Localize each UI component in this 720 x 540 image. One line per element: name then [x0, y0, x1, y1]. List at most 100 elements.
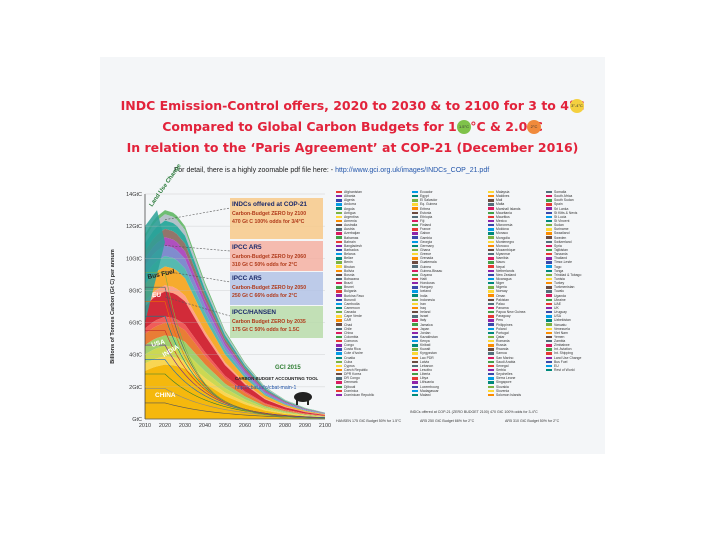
legend-label: Grenada	[420, 256, 434, 261]
legend-item: Gabon	[412, 231, 442, 235]
legend-item: DPR Korea	[336, 372, 374, 376]
legend-item: Mauritius	[488, 215, 525, 219]
legend-item: Egypt	[412, 194, 442, 198]
legend-label: Spain	[554, 202, 563, 207]
legend-label: Namibia	[496, 256, 509, 261]
legend-swatch	[336, 207, 342, 210]
legend-label: Tunisia	[554, 276, 565, 281]
legend-label: Australia	[344, 223, 358, 228]
legend-label: Saudi Arabia	[496, 359, 516, 364]
legend-label: Viet Nam	[554, 330, 568, 335]
legend-item: Armenia	[336, 219, 374, 223]
legend-item: Cote d'Ivoire	[336, 351, 374, 355]
legend-label: Cyprus	[344, 363, 355, 368]
legend-item: Malaysia	[488, 190, 525, 194]
legend-swatch	[546, 203, 552, 206]
legend-swatch	[488, 195, 494, 198]
legend-swatch	[488, 344, 494, 347]
budget-box-line2: 175 Gt C 50% odds for 1.5C	[232, 327, 300, 333]
title-line-1: INDC Emission-Control offers, 2020 to 20…	[120, 98, 585, 113]
legend-label: India	[420, 293, 428, 298]
legend-swatch	[488, 282, 494, 285]
detail-link[interactable]: http://www.gci.org.uk/images/INDCs_COP_2…	[335, 167, 490, 174]
legend-label: Croatia	[344, 355, 355, 360]
legend-swatch	[546, 248, 552, 252]
legend-swatch	[336, 277, 342, 281]
legend-swatch	[488, 253, 494, 256]
legend-label: Malta	[496, 202, 505, 207]
legend-label: Georgia	[420, 239, 433, 244]
legend-label: Fiji	[420, 218, 425, 223]
legend-label: Micronesia	[496, 223, 513, 228]
legend-item: Haiti	[412, 277, 442, 281]
legend-item: Zambia	[546, 339, 581, 343]
budget-box-line2: 250 Gt C 66% odds for 2°C	[232, 293, 297, 299]
legend-swatch	[488, 261, 494, 264]
legend-item: El Salvador	[412, 198, 442, 202]
legend-label: Czech Republic	[344, 368, 368, 373]
legend-label: Kiribati	[420, 343, 431, 348]
legend-swatch	[336, 215, 342, 219]
legend-label: Ukraine	[554, 297, 566, 302]
legend-label: Peru	[496, 318, 504, 323]
legend-swatch	[336, 302, 342, 306]
legend-item: UK	[546, 306, 581, 310]
legend-label: Bolivia	[344, 268, 354, 273]
legend-swatch	[412, 277, 418, 281]
legend-swatch	[412, 393, 418, 397]
legend-label: Poland	[496, 326, 507, 331]
series-label: USA	[151, 339, 166, 349]
legend-label: Swaziland	[554, 231, 570, 236]
legend-swatch	[412, 261, 418, 264]
legend-swatch	[412, 360, 418, 364]
budget-box	[230, 272, 323, 305]
legend-swatch	[412, 356, 418, 359]
legend-swatch	[488, 240, 494, 243]
legend-label: Vanuatu	[554, 322, 567, 327]
legend-swatch	[546, 269, 552, 272]
legend-swatch	[412, 219, 418, 223]
legend-swatch	[546, 290, 552, 293]
legend-label: Cameroon	[344, 305, 360, 310]
legend-label: Int. Aviation	[554, 347, 572, 352]
legend-item: Azerbaijan	[336, 231, 374, 235]
legend-item: Pakistan	[488, 298, 525, 302]
legend-item: Eritrea	[412, 207, 442, 211]
y-tick-label: 6GtC	[129, 321, 142, 327]
legend-item: South Sudan	[546, 198, 581, 202]
legend-swatch	[546, 207, 552, 210]
legend-label: Estonia	[420, 210, 432, 215]
legend-item: Cambodia	[336, 302, 374, 306]
x-tick-label: 2030	[179, 423, 191, 429]
legend-label: El Salvador	[420, 198, 438, 203]
legend-label: Solomon Islands	[496, 392, 522, 397]
legend-swatch	[412, 368, 418, 372]
legend-item: Kyrgyzstan	[412, 351, 442, 355]
legend-item: Comoros	[336, 339, 374, 343]
legend-swatch	[336, 269, 342, 272]
legend-item: Lao PDR	[412, 356, 442, 360]
legend-item: Djibouti	[336, 385, 374, 389]
legend-swatch	[488, 377, 494, 380]
legend-swatch	[412, 364, 418, 368]
legend-swatch	[336, 364, 342, 368]
legend-item: Paraguay	[488, 314, 525, 318]
legend-label: Afghanistan	[344, 190, 362, 194]
legend-label: Bosnia	[344, 272, 355, 277]
legend-label: Rwanda	[496, 347, 509, 352]
legend-footer-3: AR5 310 GtC Budget 50% for 2°C	[505, 419, 560, 423]
legend-label: Syria	[554, 243, 562, 248]
legend-label: St Vincent	[554, 218, 570, 223]
legend-swatch	[488, 393, 494, 397]
legend-swatch	[412, 224, 418, 227]
legend-item: St Vincent	[546, 219, 581, 223]
legend-swatch	[336, 331, 342, 335]
legend-label: China	[344, 330, 353, 335]
legend-item: Saudi Arabia	[488, 360, 525, 364]
legend-item: South Africa	[546, 194, 581, 198]
legend-item: Guinea-Bissau	[412, 269, 442, 273]
legend-label: Liberia	[420, 372, 431, 377]
legend-item: Madagascar	[412, 389, 442, 393]
legend-footer-1: HANSEN 175 GtC Budget 50% for 1.5°C	[336, 419, 402, 423]
elephant-leg	[296, 400, 298, 405]
